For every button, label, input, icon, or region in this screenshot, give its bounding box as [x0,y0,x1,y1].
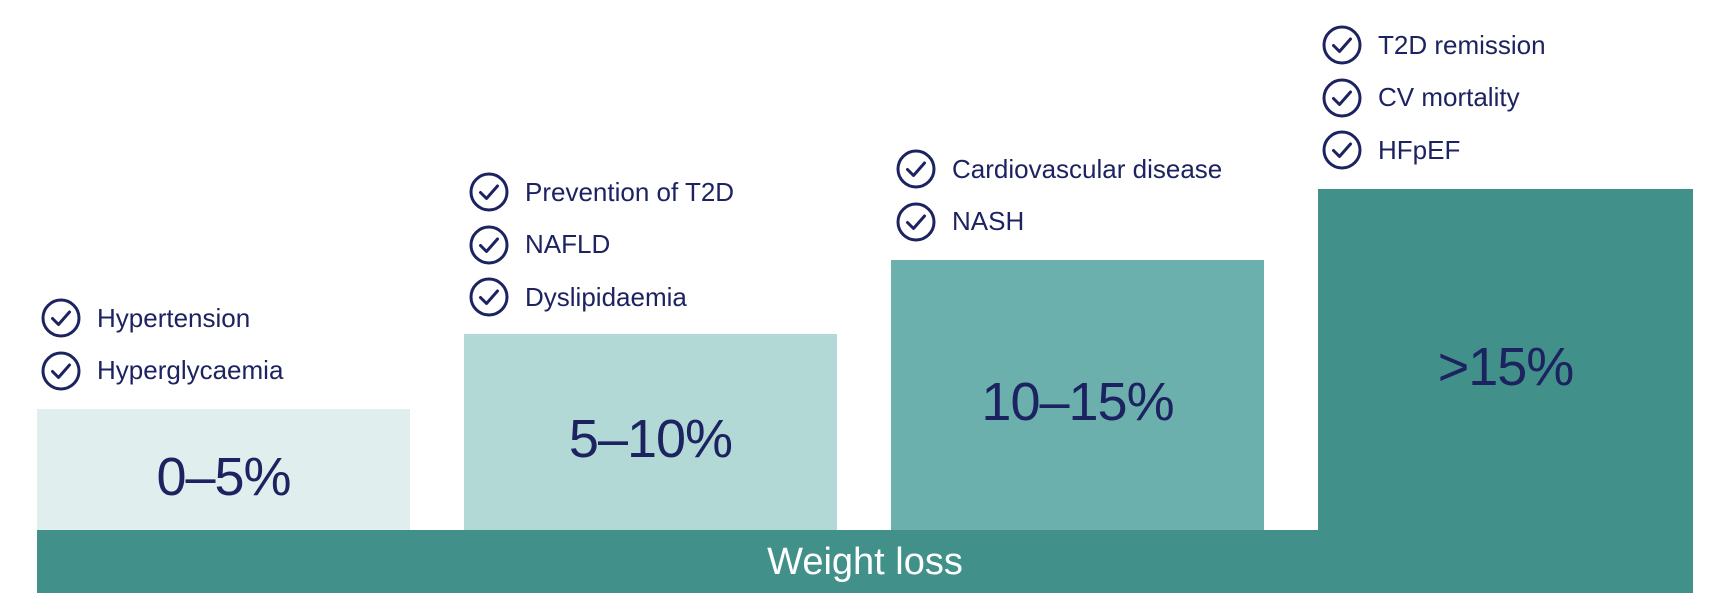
benefit-label: CV mortality [1378,82,1520,113]
check-circle-icon [896,149,936,189]
benefit-label: Prevention of T2D [525,176,735,207]
check-circle-icon [896,202,936,242]
benefit-label: Hypertension [97,302,251,333]
check-circle-icon [1322,130,1362,170]
check-circle-icon [1322,25,1362,65]
weight-loss-base-bar: Weight loss [37,530,1693,593]
benefit-label: Dyslipidaemia [525,281,687,312]
benefit-label: HFpEF [1378,134,1461,165]
tier-over-15-benefits-list: T2D remission CV mortality HFpEF [1321,19,1546,177]
check-circle-icon [1322,78,1362,118]
tier-over-15-block: >15% [1318,189,1693,530]
benefit-item: Dyslipidaemia [468,271,734,324]
benefit-label: NASH [952,206,1025,237]
benefit-item: Hypertension [40,292,283,345]
benefit-item: Hyperglycaemia [40,345,283,398]
tier-range-label: 10–15% [981,372,1174,432]
tier-10-15-block: 10–15% [891,260,1264,530]
tier-range-label: >15% [1437,336,1575,397]
check-circle-icon [41,298,81,338]
benefit-item: CV mortality [1321,72,1546,125]
check-circle-icon [469,277,509,317]
check-circle-icon [469,172,509,212]
tier-range-label: 0–5% [156,446,291,507]
benefit-label: Hyperglycaemia [97,355,284,386]
benefit-label: T2D remission [1378,29,1546,60]
benefit-item: Prevention of T2D [468,166,734,219]
tier-range-label: 5–10% [568,409,733,469]
check-circle-icon [41,351,81,391]
tier-0-5-block: 0–5% [37,409,410,530]
benefit-item: NAFLD [468,219,734,272]
tier-10-15-benefits-list: Cardiovascular disease NASH [895,143,1222,248]
benefit-item: HFpEF [1321,124,1546,177]
benefit-item: NASH [895,196,1222,249]
benefit-label: Cardiovascular disease [952,153,1223,184]
check-circle-icon [469,225,509,265]
tier-0-5-benefits-list: Hypertension Hyperglycaemia [40,292,283,397]
benefit-label: NAFLD [525,229,611,260]
tier-5-10-benefits-list: Prevention of T2D NAFLD Dyslipidaemia [468,166,734,324]
tier-5-10-block: 5–10% [464,334,837,530]
weight-loss-label: Weight loss [767,540,963,583]
benefit-item: T2D remission [1321,19,1546,72]
benefit-item: Cardiovascular disease [895,143,1222,196]
